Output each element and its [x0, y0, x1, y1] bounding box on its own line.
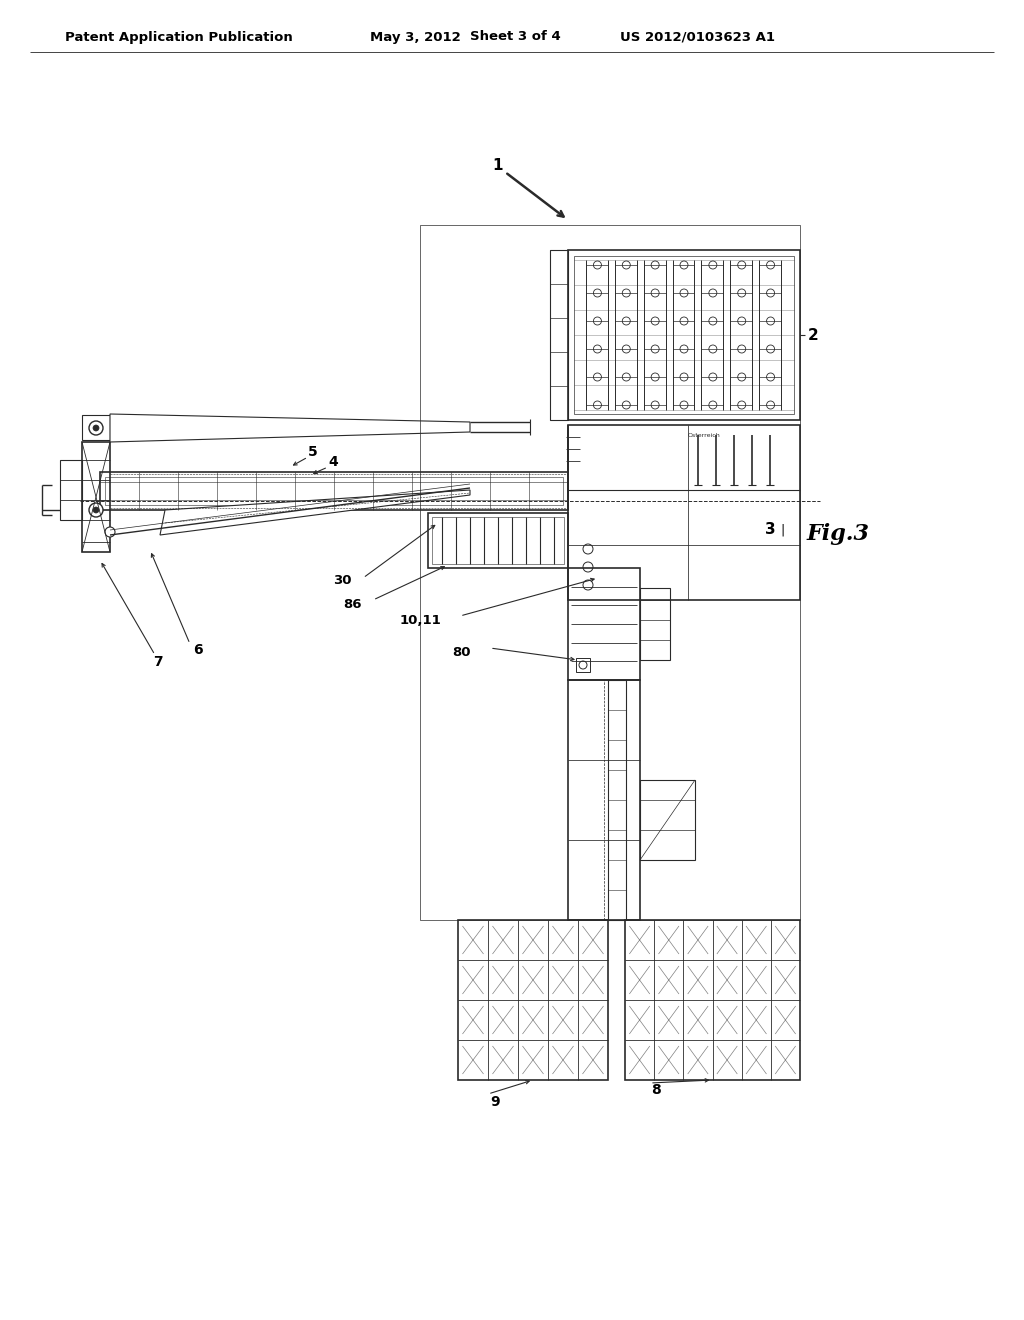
Bar — [420, 224, 800, 920]
Circle shape — [89, 421, 103, 436]
Circle shape — [623, 345, 631, 352]
Circle shape — [583, 579, 593, 590]
Bar — [640, 587, 670, 660]
Circle shape — [709, 317, 717, 325]
Bar — [608, 680, 626, 920]
Circle shape — [623, 374, 631, 381]
Text: Osterreich: Osterreich — [688, 433, 720, 438]
Circle shape — [680, 317, 688, 325]
Bar — [82, 414, 110, 440]
Circle shape — [767, 317, 774, 325]
Circle shape — [651, 374, 659, 381]
Circle shape — [651, 345, 659, 352]
Circle shape — [623, 317, 631, 325]
Bar — [568, 568, 640, 680]
Bar — [568, 425, 800, 601]
Circle shape — [623, 401, 631, 409]
Circle shape — [709, 374, 717, 381]
Circle shape — [737, 345, 745, 352]
Circle shape — [89, 503, 103, 517]
Text: Sheet 3 of 4: Sheet 3 of 4 — [470, 30, 561, 44]
Circle shape — [623, 261, 631, 269]
Text: 30: 30 — [333, 573, 351, 586]
Polygon shape — [110, 414, 470, 442]
Circle shape — [93, 507, 99, 513]
Circle shape — [767, 289, 774, 297]
Circle shape — [623, 289, 631, 297]
Circle shape — [709, 289, 717, 297]
Circle shape — [583, 562, 593, 572]
Text: 9: 9 — [490, 1096, 500, 1109]
Circle shape — [583, 544, 593, 554]
Circle shape — [105, 527, 115, 537]
Text: 2: 2 — [808, 327, 819, 342]
Circle shape — [680, 261, 688, 269]
Circle shape — [767, 401, 774, 409]
Circle shape — [651, 317, 659, 325]
Text: 1: 1 — [493, 157, 503, 173]
Bar — [625, 920, 800, 1080]
Circle shape — [709, 261, 717, 269]
Circle shape — [651, 261, 659, 269]
Text: US 2012/0103623 A1: US 2012/0103623 A1 — [620, 30, 775, 44]
Circle shape — [767, 261, 774, 269]
Bar — [574, 256, 794, 414]
Text: 5: 5 — [308, 445, 317, 459]
Bar — [82, 442, 110, 552]
Circle shape — [767, 374, 774, 381]
Bar — [428, 513, 568, 568]
Circle shape — [737, 261, 745, 269]
Circle shape — [93, 425, 99, 432]
Circle shape — [680, 401, 688, 409]
Text: 7: 7 — [154, 655, 163, 669]
Circle shape — [594, 261, 601, 269]
Text: Patent Application Publication: Patent Application Publication — [65, 30, 293, 44]
Circle shape — [709, 401, 717, 409]
Bar — [432, 517, 564, 564]
Circle shape — [594, 345, 601, 352]
Circle shape — [737, 374, 745, 381]
Circle shape — [579, 661, 587, 669]
Circle shape — [594, 374, 601, 381]
Text: 10,11: 10,11 — [400, 614, 441, 627]
Bar — [550, 249, 568, 420]
Circle shape — [680, 289, 688, 297]
Circle shape — [767, 345, 774, 352]
Text: 6: 6 — [194, 643, 203, 657]
Circle shape — [737, 289, 745, 297]
Bar — [568, 249, 800, 420]
Circle shape — [594, 401, 601, 409]
Bar — [100, 473, 568, 510]
Circle shape — [651, 401, 659, 409]
Bar — [640, 780, 695, 861]
Text: 4: 4 — [328, 455, 338, 469]
Bar — [60, 459, 82, 520]
Circle shape — [651, 289, 659, 297]
Bar — [568, 680, 640, 920]
Text: 8: 8 — [651, 1082, 660, 1097]
Text: 86: 86 — [343, 598, 361, 611]
Circle shape — [737, 401, 745, 409]
Circle shape — [594, 289, 601, 297]
Bar — [575, 657, 590, 672]
Text: May 3, 2012: May 3, 2012 — [370, 30, 461, 44]
Bar — [105, 477, 563, 506]
Circle shape — [680, 345, 688, 352]
Text: 80: 80 — [452, 645, 470, 659]
Circle shape — [680, 374, 688, 381]
Circle shape — [594, 317, 601, 325]
Text: |: | — [780, 524, 784, 536]
Circle shape — [737, 317, 745, 325]
Circle shape — [709, 345, 717, 352]
Polygon shape — [160, 490, 470, 535]
Text: Fig.3: Fig.3 — [807, 523, 869, 545]
Text: 3: 3 — [765, 523, 775, 537]
Bar — [458, 920, 608, 1080]
